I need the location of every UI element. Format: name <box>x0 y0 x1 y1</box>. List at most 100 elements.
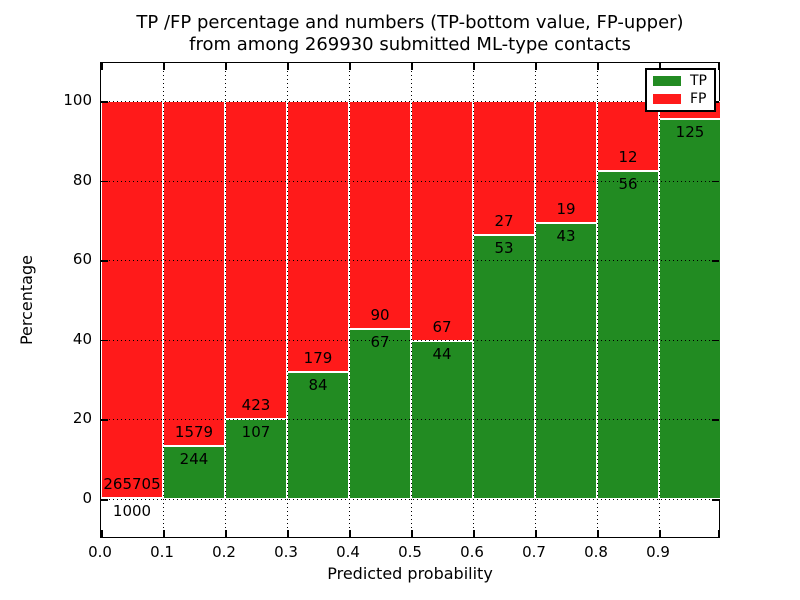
legend-swatch-fp <box>653 94 681 104</box>
tick-mark-top <box>597 63 599 70</box>
y-tick-label: 80 <box>72 170 92 189</box>
bar-fp-0.5 <box>411 101 473 342</box>
gridline-y-60 <box>101 260 718 262</box>
bar-fp-0.3 <box>287 101 349 372</box>
tick-mark-left <box>101 101 108 103</box>
x-tick-label: 0.3 <box>274 543 298 561</box>
tick-mark-bottom <box>659 530 661 537</box>
gridline-x-0.1 <box>163 63 164 536</box>
fp-count-label: 90 <box>370 306 390 325</box>
x-tick-label: 0.8 <box>584 543 608 561</box>
tick-mark-top <box>287 63 289 70</box>
tick-mark-left <box>101 499 108 501</box>
x-tick-label: 0.6 <box>460 543 484 561</box>
tick-mark-bottom <box>411 530 413 537</box>
fp-count-label: 1579 <box>174 422 214 441</box>
tick-mark-left <box>101 260 108 262</box>
gridline-x-0.2 <box>225 63 226 536</box>
tick-mark-bottom <box>225 530 227 537</box>
x-tick-label: 0.7 <box>522 543 546 561</box>
tick-mark-bottom <box>287 530 289 537</box>
bar-tp-0.7 <box>535 222 597 499</box>
tick-mark-bottom <box>349 530 351 537</box>
gridline-x-0.5 <box>411 63 412 536</box>
gridline-y-80 <box>101 180 718 182</box>
x-tick-label: 0.9 <box>646 543 670 561</box>
legend-item-fp: FP <box>653 91 708 107</box>
x-tick-label: 0.1 <box>150 543 174 561</box>
bar-tp-0.4 <box>349 329 411 499</box>
bar-fp-0.6 <box>473 101 535 236</box>
fp-count-label: 27 <box>494 212 514 231</box>
tp-count-label: 44 <box>432 345 452 364</box>
tick-mark-bottom <box>597 530 599 537</box>
tp-count-label: 244 <box>179 449 209 468</box>
tick-mark-right <box>712 499 719 501</box>
gridline-y-40 <box>101 339 718 341</box>
tp-count-label: 67 <box>370 333 390 352</box>
legend-label-tp: TP <box>690 73 707 89</box>
tick-mark-top <box>163 63 165 70</box>
chart-title-line2: from among 269930 submitted ML-type cont… <box>189 34 631 55</box>
chart-title: TP /FP percentage and numbers (TP-bottom… <box>100 12 720 56</box>
tick-mark-right <box>712 180 719 183</box>
bar-fp-0 <box>101 101 163 498</box>
bar-fp-0.7 <box>535 101 597 223</box>
tick-mark-bottom <box>101 530 103 537</box>
tick-mark-top <box>659 63 661 70</box>
tp-count-label: 84 <box>308 375 328 394</box>
tick-mark-left <box>101 180 108 183</box>
bar-tp-0.1 <box>163 445 225 499</box>
y-tick-label: 100 <box>63 91 92 109</box>
tp-count-label: 125 <box>675 123 705 142</box>
tp-count-label: 43 <box>556 226 576 245</box>
tick-mark-right <box>712 260 719 262</box>
tick-mark-top <box>349 63 351 70</box>
legend: TP FP <box>645 68 716 112</box>
x-tick-label: 0.5 <box>398 543 422 561</box>
y-tick-label: 60 <box>72 250 92 269</box>
fp-count-label: 179 <box>303 348 333 367</box>
gridline-y-100 <box>101 101 718 102</box>
bar-tp-0.8 <box>597 171 659 499</box>
bar-tp-0.3 <box>287 371 349 499</box>
bar-fp-0.1 <box>163 101 225 446</box>
tick-mark-bottom <box>473 530 475 537</box>
y-axis-title: Percentage <box>17 255 36 346</box>
gridline-x-0.6 <box>473 63 474 536</box>
gridline-y-20 <box>101 419 718 421</box>
bar-fp-0.8 <box>597 101 659 172</box>
legend-label-fp: FP <box>690 91 707 107</box>
tp-count-label: 107 <box>241 422 271 441</box>
fp-count-label: 67 <box>432 318 452 337</box>
bar-tp-0.2 <box>225 418 287 499</box>
tick-mark-left <box>101 419 108 421</box>
tick-mark-bottom <box>717 530 719 537</box>
gridline-y-0 <box>101 499 718 500</box>
tick-mark-top <box>717 63 719 70</box>
legend-swatch-tp <box>653 76 681 86</box>
tp-count-label: 56 <box>618 175 638 194</box>
tick-mark-top <box>473 63 475 70</box>
gridline-x-0.8 <box>597 63 598 536</box>
tick-mark-bottom <box>535 530 537 537</box>
gridline-x-0.3 <box>287 63 288 536</box>
gridline-x-0.7 <box>535 63 536 536</box>
x-tick-label: 0.0 <box>88 543 112 561</box>
plot-area: 1000 265705 244 1579 107 423 84 179 67 90 44 67 53 27… <box>100 62 721 538</box>
x-tick-label: 0.2 <box>212 543 236 561</box>
y-tick-label: 40 <box>72 329 92 348</box>
fp-count-label: 12 <box>618 148 638 167</box>
tick-mark-top <box>535 63 537 70</box>
tick-mark-left <box>101 339 108 342</box>
y-tick-label: 20 <box>72 409 92 428</box>
tp-count-label: 53 <box>494 239 514 258</box>
tick-mark-top <box>225 63 227 70</box>
bar-tp-0.6 <box>473 235 535 499</box>
tick-mark-right <box>712 339 719 342</box>
tick-mark-top <box>101 63 103 70</box>
tick-mark-top <box>411 63 413 70</box>
fp-count-label: 19 <box>556 199 576 218</box>
gridline-x-0.9 <box>659 63 660 536</box>
